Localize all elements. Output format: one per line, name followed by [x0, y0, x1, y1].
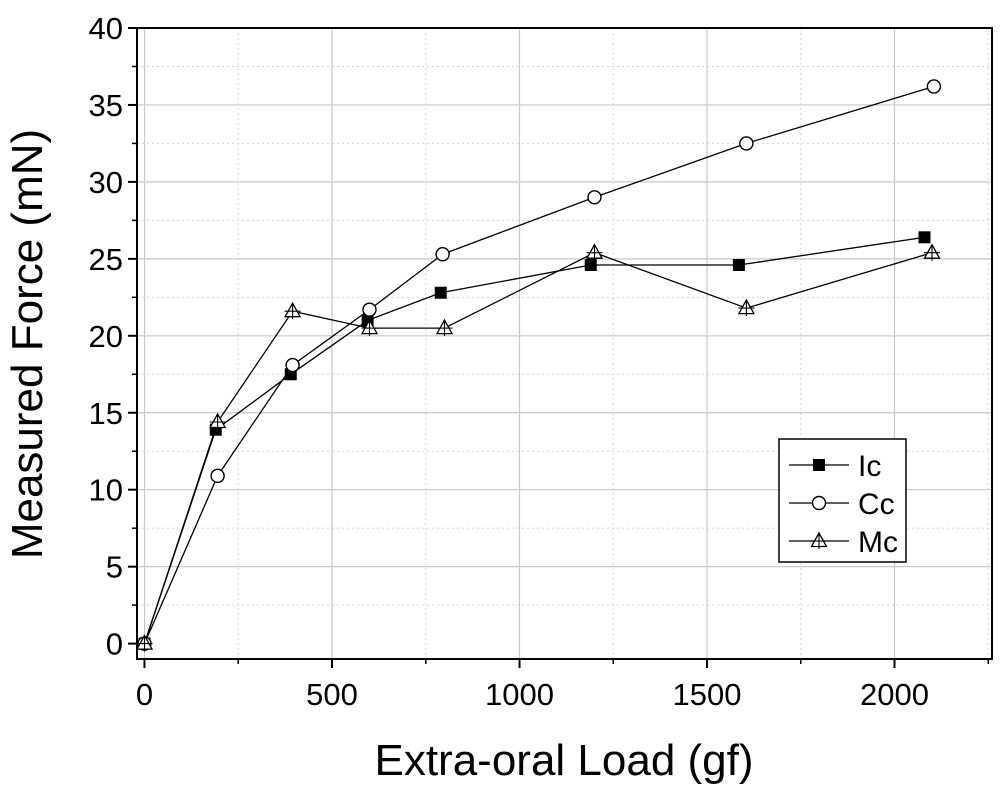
axis-ticks	[128, 27, 989, 668]
series-line-ic	[143, 236, 925, 644]
data-point-ic	[434, 286, 447, 299]
y-tick-label: 5	[106, 550, 123, 585]
y-tick-label: 25	[89, 242, 123, 277]
x-tick-label: 2000	[860, 677, 929, 712]
data-point-mc	[737, 298, 755, 317]
series-line-mc	[143, 251, 933, 644]
legend-label: Cc	[858, 488, 895, 521]
data-point-mc	[435, 318, 454, 337]
y-tick-label: 30	[89, 165, 123, 200]
y-axis-title: Measured Force (mN)	[3, 129, 52, 559]
y-tick-label: 35	[89, 88, 123, 123]
legend-label: Mc	[858, 526, 898, 559]
data-point-cc	[435, 247, 450, 262]
x-tick-label: 0	[136, 677, 153, 712]
legend-item-mc: Mc	[789, 526, 898, 559]
x-tick-label: 1500	[673, 677, 742, 712]
data-point-mc	[923, 243, 941, 261]
data-point-mc	[284, 301, 302, 320]
data-point-cc	[285, 357, 300, 373]
x-tick-labels: 0 500 1000 1500 2000	[136, 677, 929, 712]
legend-marker-mc	[810, 531, 828, 549]
data-point-cc	[210, 468, 225, 484]
data-point-ic	[918, 231, 931, 244]
legend: Ic Cc Mc	[778, 438, 907, 563]
data-point-cc	[587, 190, 602, 205]
y-tick-label: 0	[106, 627, 123, 662]
legend-item-cc: Cc	[789, 488, 895, 521]
series-line-cc	[143, 85, 935, 644]
y-tick-label: 40	[89, 11, 123, 46]
data-point-ic	[584, 259, 597, 272]
x-axis-title: Extra-oral Load (gf)	[374, 736, 753, 785]
y-tick-label: 20	[89, 319, 123, 354]
data-point-mc	[209, 412, 227, 430]
series-lines	[143, 85, 935, 644]
data-point-ic	[732, 259, 745, 272]
data-point-cc	[739, 136, 754, 151]
legend-marker-cc	[811, 495, 827, 511]
plot-frame	[136, 27, 993, 660]
data-point-cc	[362, 302, 377, 317]
series-markers	[135, 79, 942, 652]
legend-label: Ic	[858, 450, 881, 483]
grid	[137, 28, 992, 659]
y-tick-label: 15	[89, 396, 123, 431]
y-tick-label: 10	[89, 473, 123, 508]
x-tick-label: 500	[306, 677, 358, 712]
data-point-mc	[360, 318, 379, 337]
data-point-mc	[135, 634, 154, 652]
legend-marker-ic	[813, 459, 825, 471]
y-tick-labels: 0 5 10 15 20 25 30 35 40	[89, 11, 123, 662]
x-tick-label: 1000	[485, 677, 554, 712]
data-point-mc	[585, 243, 604, 261]
data-point-cc	[926, 79, 942, 94]
legend-item-ic: Ic	[789, 450, 881, 483]
